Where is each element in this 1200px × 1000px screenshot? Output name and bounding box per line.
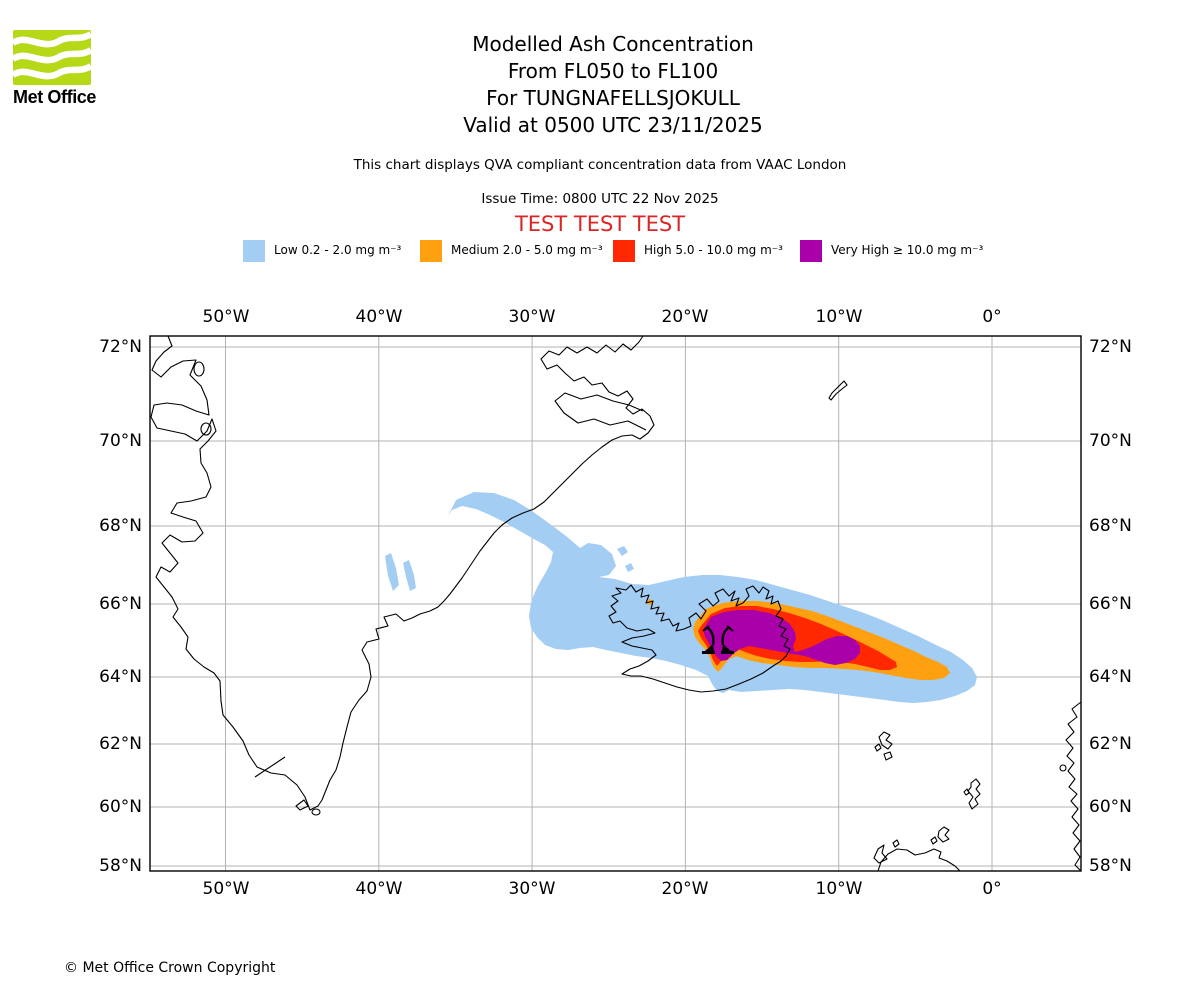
valid-time-subtitle: Valid at 0500 UTC 23/11/2025 bbox=[463, 113, 763, 137]
x-tick-bottom: 30°W bbox=[508, 879, 556, 899]
legend-swatch-high bbox=[613, 240, 635, 262]
x-tick-bottom: 20°W bbox=[661, 879, 709, 899]
legend-label-medium: Medium 2.0 - 5.0 mg m⁻³ bbox=[451, 243, 603, 257]
y-tick-right: 72°N bbox=[1089, 337, 1132, 357]
iceland-coastline bbox=[608, 584, 791, 693]
orkney bbox=[930, 826, 950, 845]
y-tick-right: 70°N bbox=[1089, 431, 1132, 451]
map-frame bbox=[149, 335, 1082, 872]
y-tick-right: 68°N bbox=[1089, 516, 1132, 536]
volcano-marker bbox=[702, 625, 734, 654]
legend-item-high: High 5.0 - 10.0 mg m⁻³ bbox=[613, 240, 783, 262]
x-tick-bottom: 10°W bbox=[815, 879, 863, 899]
y-tick-left: 64°N bbox=[99, 667, 142, 687]
y-tick-left: 62°N bbox=[99, 734, 142, 754]
y-tick-left: 70°N bbox=[99, 431, 142, 451]
shetland bbox=[963, 778, 981, 810]
brand-name: Met Office bbox=[13, 87, 97, 107]
y-tick-right: 60°N bbox=[1089, 797, 1132, 817]
x-tick-top: 0° bbox=[982, 307, 1002, 327]
legend-label-very-high: Very High ≥ 10.0 mg m⁻³ bbox=[831, 243, 984, 257]
greenland-islet bbox=[200, 422, 212, 436]
norway-islet bbox=[1059, 764, 1067, 772]
flight-level-subtitle: From FL050 to FL100 bbox=[507, 59, 719, 83]
jan-mayen bbox=[828, 380, 848, 401]
legend-swatch-medium bbox=[420, 240, 442, 262]
y-tick-left: 72°N bbox=[99, 337, 142, 357]
legend-item-low: Low 0.2 - 2.0 mg m⁻³ bbox=[243, 240, 401, 262]
greenland-coastline bbox=[150, 335, 655, 811]
x-tick-bottom: 0° bbox=[982, 879, 1002, 899]
copyright-notice: © Met Office Crown Copyright bbox=[64, 960, 276, 976]
y-tick-right: 58°N bbox=[1089, 856, 1132, 876]
x-tick-top: 20°W bbox=[661, 307, 709, 327]
x-tick-bottom: 40°W bbox=[355, 879, 403, 899]
legend-label-low: Low 0.2 - 2.0 mg m⁻³ bbox=[274, 243, 402, 257]
scotland-coastline bbox=[877, 848, 961, 872]
norway-coastline bbox=[1065, 701, 1082, 872]
legend-item-medium: Medium 2.0 - 5.0 mg m⁻³ bbox=[420, 240, 603, 262]
scoresby-fjord bbox=[554, 392, 647, 431]
y-tick-left: 58°N bbox=[99, 856, 142, 876]
faroe-islands bbox=[874, 731, 893, 761]
x-tick-top: 40°W bbox=[355, 307, 403, 327]
legend-item-very-high: Very High ≥ 10.0 mg m⁻³ bbox=[800, 240, 983, 262]
y-tick-left: 68°N bbox=[99, 516, 142, 536]
title-block: Modelled Ash Concentration From FL050 to… bbox=[26, 31, 1200, 139]
page-title: Modelled Ash Concentration bbox=[472, 32, 754, 56]
hebrides bbox=[873, 839, 900, 864]
y-tick-left: 66°N bbox=[99, 594, 142, 614]
x-tick-top: 30°W bbox=[508, 307, 556, 327]
y-tick-right: 66°N bbox=[1089, 594, 1132, 614]
qva-description: This chart displays QVA compliant concen… bbox=[353, 157, 847, 173]
issue-time: Issue Time: 0800 UTC 22 Nov 2025 bbox=[481, 191, 719, 207]
legend-label-high: High 5.0 - 10.0 mg m⁻³ bbox=[644, 243, 783, 257]
coastlines bbox=[150, 335, 1082, 872]
greenland-islet bbox=[193, 361, 205, 377]
cape-farewell-islet bbox=[311, 808, 321, 816]
cape-farewell-islet bbox=[295, 799, 309, 811]
logo-waves bbox=[13, 31, 93, 80]
x-tick-top: 10°W bbox=[815, 307, 863, 327]
met-office-logo bbox=[13, 30, 93, 85]
volcano-subtitle: For TUNGNAFELLSJOKULL bbox=[486, 86, 740, 110]
test-banner: TEST TEST TEST bbox=[514, 212, 686, 236]
legend-swatch-very-high bbox=[800, 240, 822, 262]
y-tick-left: 60°N bbox=[99, 797, 142, 817]
y-tick-right: 62°N bbox=[1089, 734, 1132, 754]
y-tick-right: 64°N bbox=[1089, 667, 1132, 687]
legend-swatch-low bbox=[243, 240, 265, 262]
x-tick-top: 50°W bbox=[202, 307, 250, 327]
greenland-fjord-line bbox=[254, 756, 286, 778]
ash-contour-very-high bbox=[704, 610, 860, 665]
x-tick-bottom: 50°W bbox=[202, 879, 250, 899]
